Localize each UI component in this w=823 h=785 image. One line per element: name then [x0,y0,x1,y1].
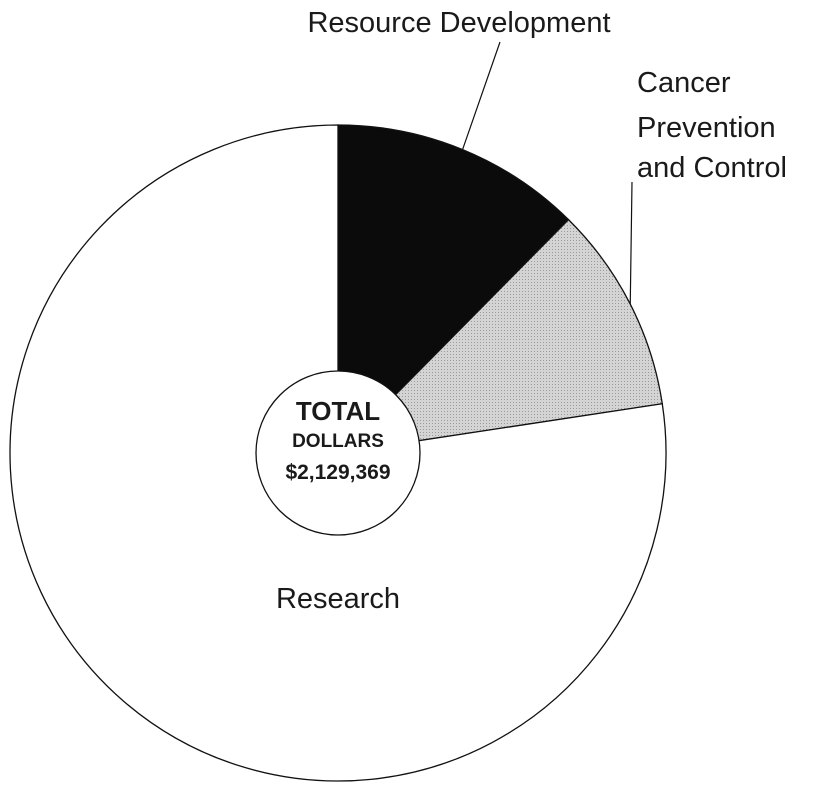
leader-line-resource-development [462,41,501,150]
slice-label-cancer-line3: and Control [637,152,787,184]
center-dollars-label: DOLLARS [292,431,384,452]
slice-label-cancer-line2: Prevention [637,112,776,144]
leader-line-cancer-prevention-and-control [629,181,633,305]
slice-label-resource-development: Resource Development [307,7,610,39]
slice-label-cancer-line1: Cancer [637,67,731,99]
pie-slice-cancer-prevention-and-control [336,218,664,454]
center-total-label: TOTAL [296,396,380,426]
center-amount-value: $2,129,369 [285,461,390,484]
leader-lines [462,41,633,305]
pie-slice-resource-development [337,124,570,455]
slice-label-research: Research [276,583,400,615]
center-hole [255,370,421,536]
